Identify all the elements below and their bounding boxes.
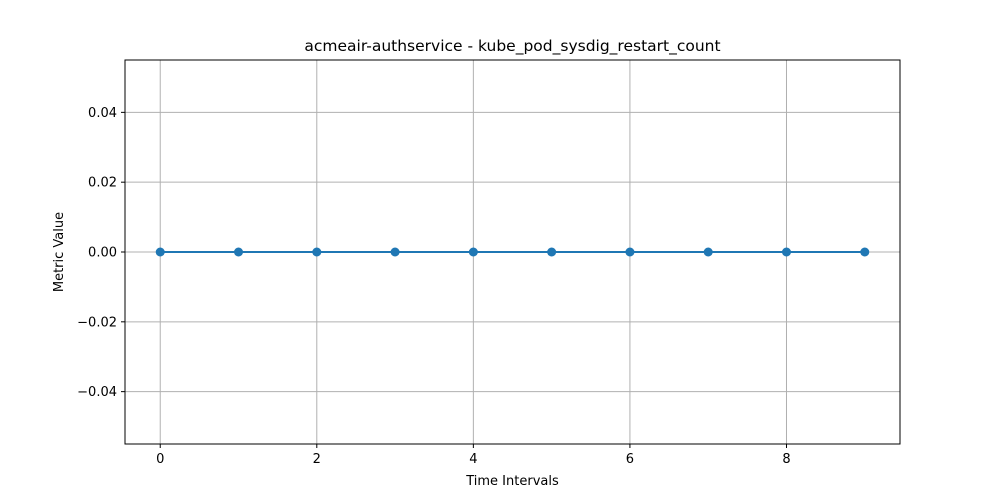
data-point [312,247,322,257]
x-tick-label: 6 [626,452,634,467]
y-tick-label: 0.02 [88,176,117,191]
data-point [860,247,870,257]
ticks: 0 2 4 6 8 0.04 0.02 0.00 −0.02 −0.04 [77,106,790,467]
series-layer [155,247,870,257]
data-point [781,247,791,257]
y-tick-label: −0.02 [77,315,117,330]
x-axis-title: Time Intervals [465,474,559,489]
data-point [390,247,400,257]
data-point [234,247,244,257]
data-point [625,247,635,257]
chart-title: acmeair-authservice - kube_pod_sysdig_re… [304,37,720,56]
y-tick-label: 0.00 [88,246,117,261]
x-tick-label: 0 [156,452,164,467]
data-point [155,247,165,257]
x-tick-label: 8 [782,452,790,467]
y-axis-title: Metric Value [52,212,67,292]
y-tick-label: −0.04 [77,385,117,400]
x-tick-label: 4 [469,452,477,467]
x-tick-label: 2 [313,452,321,467]
y-tick-label: 0.04 [88,106,117,121]
data-point [468,247,478,257]
data-point [547,247,557,257]
data-point [703,247,713,257]
